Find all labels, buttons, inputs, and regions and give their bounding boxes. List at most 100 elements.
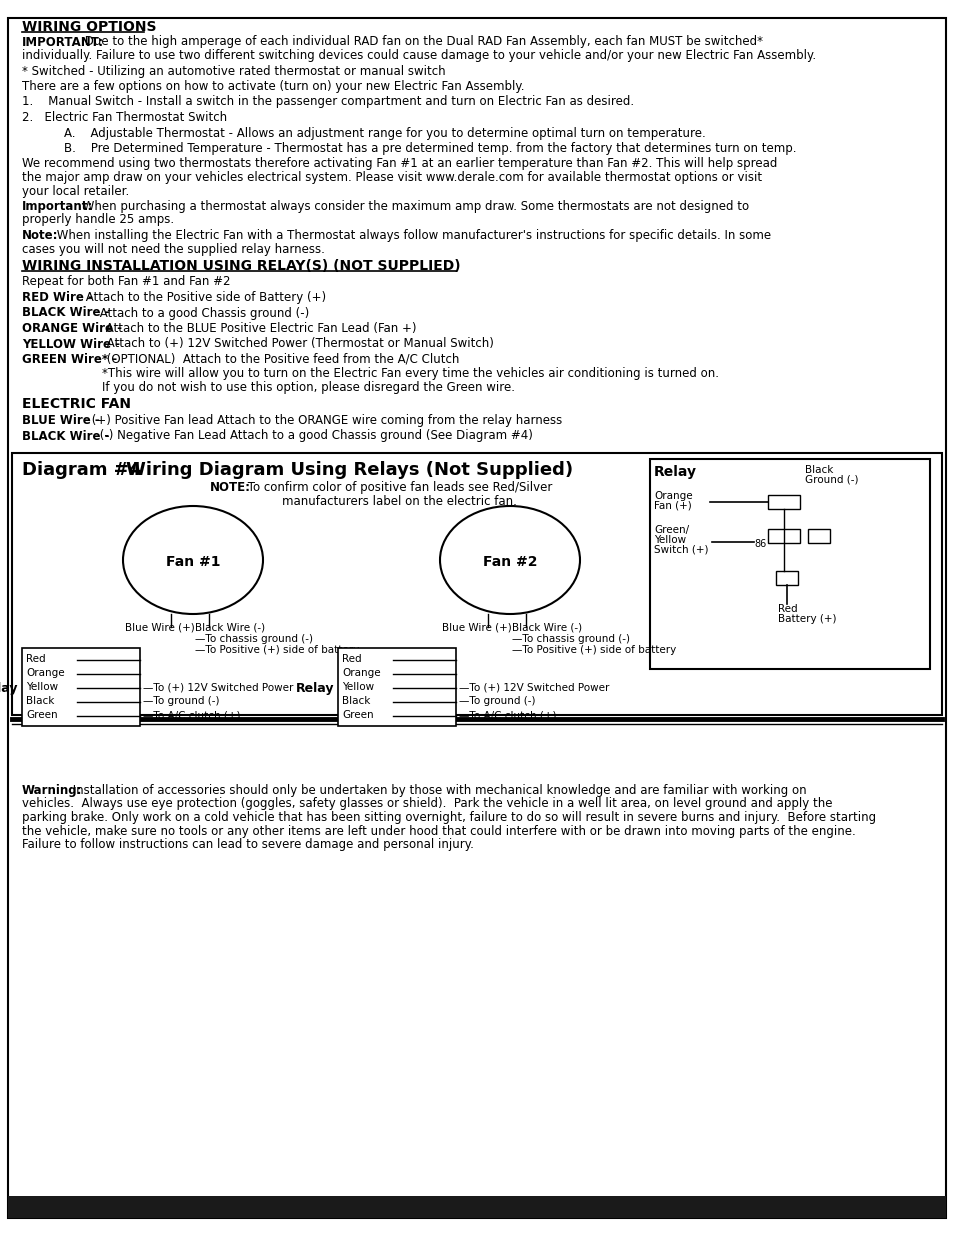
Bar [649,459,929,669]
Text: Blue Wire (+): Blue Wire (+) [125,622,194,634]
Text: Green: Green [26,710,57,720]
Text: Installation of accessories should only be undertaken by those with mechanical k: Installation of accessories should only … [69,784,806,797]
Bar [12,453,941,715]
Bar [775,571,797,585]
Text: Attach to the Positive side of Battery (+): Attach to the Positive side of Battery (… [82,291,326,304]
Text: YELLOW Wire -: YELLOW Wire - [22,337,120,351]
Text: Black Wire (-): Black Wire (-) [512,622,581,634]
Text: cases you will not need the supplied relay harness.: cases you will not need the supplied rel… [22,242,325,256]
Text: When installing the Electric Fan with a Thermostat always follow manufacturer's : When installing the Electric Fan with a … [53,228,770,242]
Text: Black: Black [341,697,370,706]
Text: —To (+) 12V Switched Power: —To (+) 12V Switched Power [458,682,609,692]
Text: —To Positive (+) side of battery: —To Positive (+) side of battery [194,645,359,655]
Bar [337,648,456,726]
Text: Yellow: Yellow [341,682,374,692]
Bar [8,1195,945,1218]
Text: NOTE:: NOTE: [210,480,251,494]
Text: Wiring Diagram Using Relays (Not Supplied): Wiring Diagram Using Relays (Not Supplie… [126,461,573,479]
Text: GREEN Wire* -: GREEN Wire* - [22,353,117,366]
Text: Orange: Orange [26,668,65,678]
Text: Blue Wire (+): Blue Wire (+) [441,622,511,634]
Text: Black Wire (-): Black Wire (-) [194,622,265,634]
Text: * Switched - Utilizing an automotive rated thermostat or manual switch: * Switched - Utilizing an automotive rat… [22,64,445,78]
Text: (-) Negative Fan Lead Attach to a good Chassis ground (See Diagram #4): (-) Negative Fan Lead Attach to a good C… [96,430,533,442]
Text: *This wire will allow you to turn on the Electric Fan every time the vehicles ai: *This wire will allow you to turn on the… [102,368,719,380]
Text: —To (+) 12V Switched Power: —To (+) 12V Switched Power [143,682,294,692]
Text: individually. Failure to use two different switching devices could cause damage : individually. Failure to use two differe… [22,49,815,62]
Text: IMPORTANT:: IMPORTANT: [22,36,104,48]
Text: Fan (+): Fan (+) [654,501,691,511]
Text: 87: 87 [777,498,789,508]
Text: BLUE Wire -: BLUE Wire - [22,414,100,427]
Text: 86: 86 [753,538,765,550]
Text: Red: Red [26,655,46,664]
Text: Green: Green [341,710,374,720]
Text: Attach to a good Chassis ground (-): Attach to a good Chassis ground (-) [96,306,309,320]
Bar [807,529,829,543]
Text: vehicles.  Always use eye protection (goggles, safety glasses or shield).  Park : vehicles. Always use eye protection (gog… [22,798,832,810]
Text: your local retailer.: your local retailer. [22,184,129,198]
Text: Switch (+): Switch (+) [654,545,708,555]
Text: parking brake. Only work on a cold vehicle that has been sitting overnight, fail: parking brake. Only work on a cold vehic… [22,811,875,824]
Text: Black: Black [804,466,833,475]
Text: 1.    Manual Switch - Install a switch in the passenger compartment and turn on : 1. Manual Switch - Install a switch in t… [22,95,634,109]
Text: —To chassis ground (-): —To chassis ground (-) [194,634,313,643]
Text: the major amp draw on your vehicles electrical system. Please visit www.derale.c: the major amp draw on your vehicles elec… [22,170,761,184]
Text: Yellow: Yellow [26,682,58,692]
Text: Relay: Relay [654,466,697,479]
Text: To confirm color of positive fan leads see Red/Silver: To confirm color of positive fan leads s… [244,480,552,494]
Bar [767,495,800,509]
Bar [767,529,800,543]
Text: —To A/C clutch (+): —To A/C clutch (+) [143,710,240,720]
Text: B.    Pre Determined Temperature - Thermostat has a pre determined temp. from th: B. Pre Determined Temperature - Thermost… [64,142,796,156]
Text: Due to the high amperage of each individual RAD fan on the Dual RAD Fan Assembly: Due to the high amperage of each individ… [81,36,762,48]
Text: There are a few options on how to activate (turn on) your new Electric Fan Assem: There are a few options on how to activa… [22,80,524,93]
Text: —To ground (-): —To ground (-) [143,697,219,706]
Text: ORANGE Wire -: ORANGE Wire - [22,322,122,335]
Text: Attach to (+) 12V Switched Power (Thermostat or Manual Switch): Attach to (+) 12V Switched Power (Thermo… [103,337,494,351]
Text: manufacturers label on the electric fan.: manufacturers label on the electric fan. [282,495,517,508]
Text: BLACK Wire -: BLACK Wire - [22,306,110,320]
Text: Repeat for both Fan #1 and Fan #2: Repeat for both Fan #1 and Fan #2 [22,275,231,289]
Text: Fan #2: Fan #2 [482,555,537,569]
Text: 30: 30 [781,574,792,584]
Text: 85: 85 [812,532,824,542]
Text: —To Positive (+) side of battery: —To Positive (+) side of battery [512,645,676,655]
Text: ELECTRIC FAN: ELECTRIC FAN [22,398,131,411]
Ellipse shape [123,506,263,614]
Text: 87A: 87A [774,532,793,542]
Text: WIRING OPTIONS: WIRING OPTIONS [22,20,156,35]
Text: BLACK Wire -: BLACK Wire - [22,430,110,442]
Text: Attach to the BLUE Positive Electric Fan Lead (Fan +): Attach to the BLUE Positive Electric Fan… [102,322,416,335]
Text: When purchasing a thermostat always consider the maximum amp draw. Some thermost: When purchasing a thermostat always cons… [79,200,748,212]
Text: Relay: Relay [0,682,18,695]
Text: Ground (-): Ground (-) [804,475,858,485]
Text: Yellow: Yellow [654,535,685,545]
Text: —To chassis ground (-): —To chassis ground (-) [512,634,629,643]
Text: —To ground (-): —To ground (-) [458,697,535,706]
Text: Green/: Green/ [654,525,688,535]
Text: Failure to follow instructions can lead to severe damage and personal injury.: Failure to follow instructions can lead … [22,839,474,851]
Text: Battery (+): Battery (+) [778,614,836,624]
Text: Important:: Important: [22,200,93,212]
Text: Black: Black [26,697,54,706]
Text: Orange: Orange [654,492,692,501]
Text: Derale Performance, Los Angeles, CA  •  800.421.6288  •  www.derale.com: Derale Performance, Los Angeles, CA • 80… [214,1195,739,1209]
Text: Fan #1: Fan #1 [166,555,220,569]
Text: the vehicle, make sure no tools or any other items are left under hood that coul: the vehicle, make sure no tools or any o… [22,825,855,837]
Text: Diagram #4: Diagram #4 [22,461,141,479]
Text: Red: Red [778,604,797,614]
Text: Warning:: Warning: [22,784,82,797]
Bar [22,648,140,726]
Text: Relay: Relay [295,682,334,695]
Text: RED Wire -: RED Wire - [22,291,92,304]
Text: 2.   Electric Fan Thermostat Switch: 2. Electric Fan Thermostat Switch [22,111,227,124]
Text: properly handle 25 amps.: properly handle 25 amps. [22,214,174,226]
Text: A.    Adjustable Thermostat - Allows an adjustment range for you to determine op: A. Adjustable Thermostat - Allows an adj… [64,126,705,140]
Text: (OPTIONAL)  Attach to the Positive feed from the A/C Clutch: (OPTIONAL) Attach to the Positive feed f… [103,353,459,366]
Text: WIRING INSTALLATION USING RELAY(S) (NOT SUPPLIED): WIRING INSTALLATION USING RELAY(S) (NOT … [22,259,460,273]
Text: Red: Red [341,655,361,664]
Text: —To A/C clutch (+): —To A/C clutch (+) [458,710,556,720]
Text: Orange: Orange [341,668,380,678]
Text: If you do not wish to use this option, please disregard the Green wire.: If you do not wish to use this option, p… [102,382,515,394]
